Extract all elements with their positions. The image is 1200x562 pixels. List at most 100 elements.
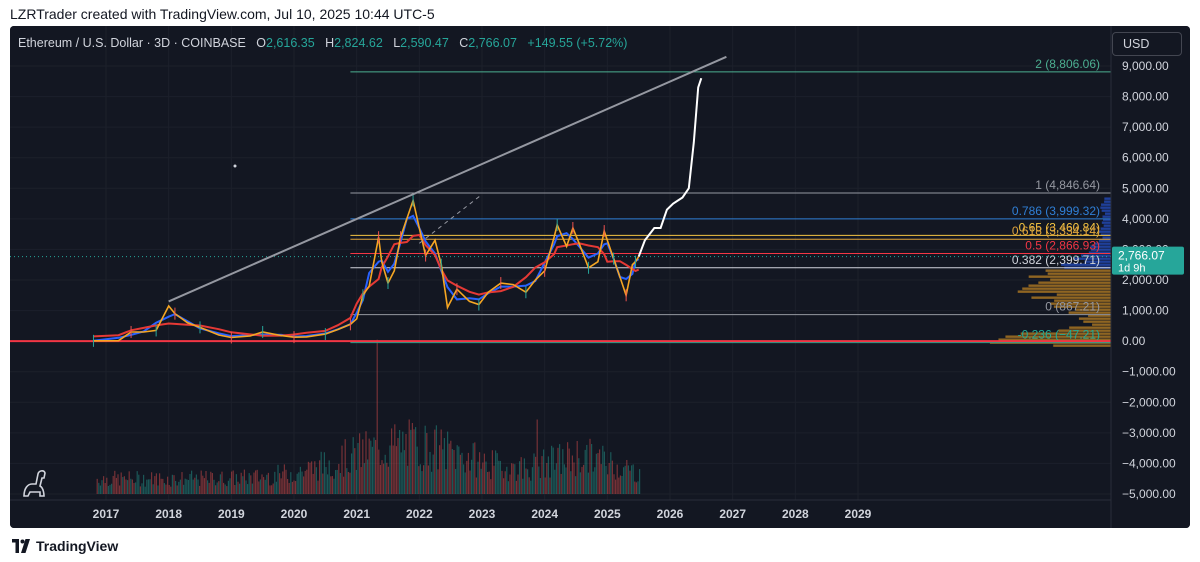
volume-bar bbox=[333, 478, 335, 494]
volume-bar bbox=[256, 469, 258, 494]
volume-bar bbox=[477, 461, 479, 494]
volume-bar bbox=[285, 469, 287, 494]
volume-bar bbox=[605, 465, 607, 494]
volume-bar bbox=[325, 467, 327, 494]
x-tick-label: 2018 bbox=[155, 507, 182, 521]
volume-bar bbox=[539, 478, 541, 494]
y-tick-label: 9,000.00 bbox=[1122, 59, 1169, 73]
volume-bar bbox=[157, 485, 159, 494]
volume-bar bbox=[451, 449, 453, 494]
volume-bar bbox=[208, 482, 210, 494]
volume-bar bbox=[224, 484, 226, 494]
volume-bar bbox=[434, 429, 436, 494]
volume-bar bbox=[576, 440, 578, 494]
volume-bar bbox=[96, 478, 98, 494]
volume-bar bbox=[440, 429, 442, 494]
volume-bar bbox=[200, 470, 202, 494]
volume-bar bbox=[104, 482, 106, 494]
volume-bar bbox=[554, 469, 556, 494]
volume-profile-bar bbox=[1045, 269, 1111, 272]
volume-bar bbox=[602, 445, 604, 494]
volume-bar bbox=[635, 482, 637, 494]
volume-bar bbox=[413, 429, 415, 494]
volume-bar bbox=[567, 442, 569, 494]
price-chart[interactable]: 2 (8,806.06) 1 (4,846.64) 0.786 (3,999.32)… bbox=[10, 26, 1190, 528]
volume-profile-bar bbox=[1028, 284, 1111, 287]
volume-bar bbox=[499, 460, 501, 494]
volume-bar bbox=[495, 450, 497, 494]
fib-level-label: 0 (867.21) bbox=[1045, 300, 1100, 314]
fib-level-label: -0.236 (−47.21) bbox=[1018, 328, 1100, 342]
volume-bar bbox=[343, 476, 345, 494]
volume-bar bbox=[482, 462, 484, 494]
volume-bar bbox=[363, 463, 365, 494]
volume-bar bbox=[306, 469, 308, 494]
volume-bar bbox=[291, 481, 293, 494]
volume-bar bbox=[317, 480, 319, 494]
volume-bar bbox=[439, 445, 441, 494]
volume-profile-bar bbox=[1005, 335, 1111, 338]
volume-bar bbox=[450, 440, 452, 494]
volume-bar bbox=[280, 478, 282, 494]
volume-bar bbox=[466, 460, 468, 494]
volume-bar bbox=[194, 477, 196, 494]
volume-bar bbox=[419, 464, 421, 494]
volume-bar bbox=[474, 442, 476, 494]
volume-bar bbox=[549, 477, 551, 494]
volume-bar bbox=[512, 463, 514, 494]
volume-profile-bar bbox=[1022, 287, 1111, 290]
volume-bar bbox=[362, 439, 364, 494]
volume-bar bbox=[463, 464, 465, 494]
volume-bar bbox=[264, 479, 266, 494]
volume-profile-bar bbox=[1090, 245, 1111, 248]
volume-bar bbox=[277, 464, 279, 494]
volume-bar bbox=[616, 464, 618, 494]
volume-bar bbox=[189, 473, 191, 494]
volume-bar bbox=[448, 443, 450, 494]
volume-bar bbox=[131, 479, 133, 494]
volume-bar bbox=[407, 465, 409, 494]
top-caption-bar: LZRTrader created with TradingView.com, … bbox=[0, 0, 1200, 26]
volume-bar bbox=[581, 466, 583, 494]
fib-level-label: 2 (8,806.06) bbox=[1035, 57, 1100, 71]
footer-brand: TradingView bbox=[36, 538, 119, 554]
volume-profile-bar bbox=[1054, 299, 1111, 302]
volume-bar bbox=[597, 453, 599, 494]
volume-profile-bar bbox=[1084, 260, 1111, 263]
y-tick-label: 4,000.00 bbox=[1122, 212, 1169, 226]
volume-bar bbox=[179, 479, 181, 494]
chart-area[interactable]: 2 (8,806.06) 1 (4,846.64) 0.786 (3,999.32)… bbox=[10, 26, 1190, 528]
volume-bar bbox=[191, 470, 193, 494]
volume-bar bbox=[399, 429, 401, 494]
volume-bar bbox=[504, 471, 506, 494]
volume-bar bbox=[384, 454, 386, 494]
volume-bar bbox=[274, 471, 276, 494]
volume-bar bbox=[426, 433, 428, 494]
volume-bar bbox=[360, 467, 362, 494]
x-tick-label: 2019 bbox=[218, 507, 245, 521]
y-tick-label: 8,000.00 bbox=[1122, 90, 1169, 104]
volume-bar bbox=[237, 481, 239, 494]
volume-bar bbox=[240, 472, 242, 494]
volume-bar bbox=[202, 475, 204, 494]
volume-bar bbox=[381, 460, 383, 494]
volume-bar bbox=[122, 477, 124, 494]
volume-bar bbox=[445, 469, 447, 494]
volume-bar bbox=[608, 462, 610, 494]
currency-button[interactable]: USD bbox=[1112, 32, 1182, 56]
volume-bar bbox=[579, 472, 581, 494]
dashed-projection-line bbox=[419, 194, 483, 244]
volume-bar bbox=[346, 468, 348, 494]
volume-bar bbox=[296, 473, 298, 494]
volume-bar bbox=[183, 484, 185, 494]
volume-bar bbox=[344, 439, 346, 494]
ohlc-legend: Ethereum / U.S. Dollar · 3D · COINBASE O… bbox=[18, 36, 627, 50]
volume-bar bbox=[322, 473, 324, 494]
volume-profile-bar bbox=[1074, 257, 1111, 260]
volume-bar bbox=[459, 454, 461, 494]
volume-bar bbox=[143, 474, 145, 494]
open-value: 2,616.35 bbox=[266, 36, 315, 50]
volume-bar bbox=[586, 444, 588, 494]
volume-bar bbox=[287, 478, 289, 494]
y-tick-label: −5,000.00 bbox=[1122, 487, 1176, 501]
